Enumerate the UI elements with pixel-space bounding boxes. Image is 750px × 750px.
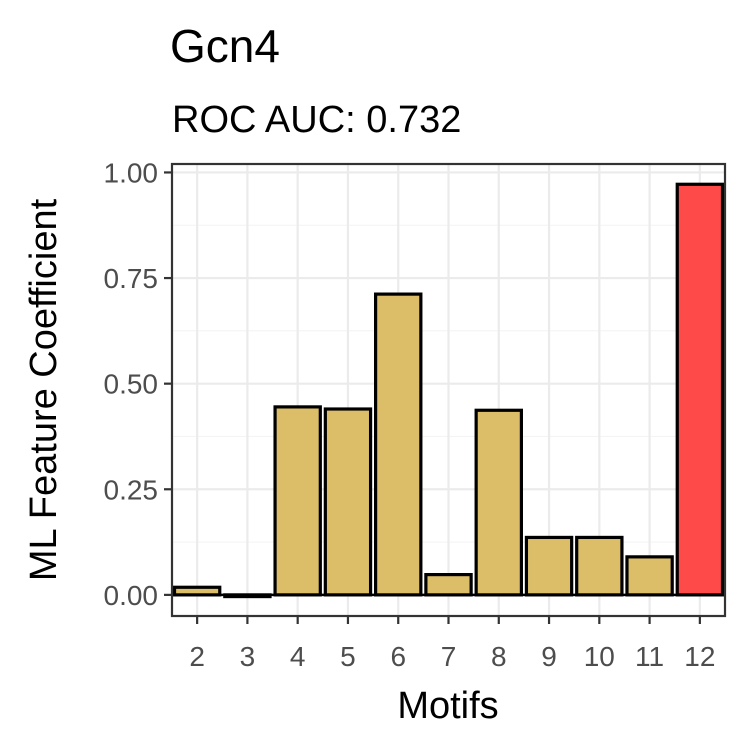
bar-7 [424, 573, 473, 597]
x-tick-label: 6 [390, 641, 406, 672]
y-tick-label: 0.00 [104, 580, 159, 611]
bar-11 [625, 555, 674, 597]
x-tick-label: 12 [684, 641, 715, 672]
bar-5 [323, 407, 373, 597]
y-tick-label: 1.00 [104, 157, 159, 188]
x-tick-label: 9 [541, 641, 557, 672]
bar-10 [575, 535, 624, 597]
x-tick-label: 8 [491, 641, 507, 672]
bar-4 [273, 405, 322, 597]
axes: 0.00 0.25 0.50 0.75 1.00 2 3 4 5 6 7 8 9 10 11 12 [104, 157, 716, 672]
x-axis-title: Motifs [397, 685, 498, 727]
x-tick-label: 7 [441, 641, 457, 672]
bars [172, 182, 725, 599]
y-tick-label: 0.50 [104, 369, 159, 400]
x-tick-label: 5 [340, 641, 356, 672]
y-tick-label: 0.25 [104, 474, 159, 505]
plot-panel-border [170, 162, 727, 618]
bar-8 [474, 408, 523, 597]
chart-title: Gcn4 [170, 20, 280, 72]
grid [172, 164, 725, 616]
bar-6 [374, 292, 423, 597]
x-tick-label: 2 [189, 641, 205, 672]
y-tick-label: 0.75 [104, 263, 159, 294]
x-tick-label: 3 [240, 641, 256, 672]
y-axis-title: ML Feature Coefficient [23, 198, 65, 581]
bar-9 [524, 535, 574, 597]
x-tick-label: 10 [584, 641, 615, 672]
bar-12 [675, 182, 725, 597]
x-tick-label: 11 [635, 641, 664, 672]
x-tick-label: 4 [290, 641, 306, 672]
chart-subtitle: ROC AUC: 0.732 [172, 99, 461, 141]
